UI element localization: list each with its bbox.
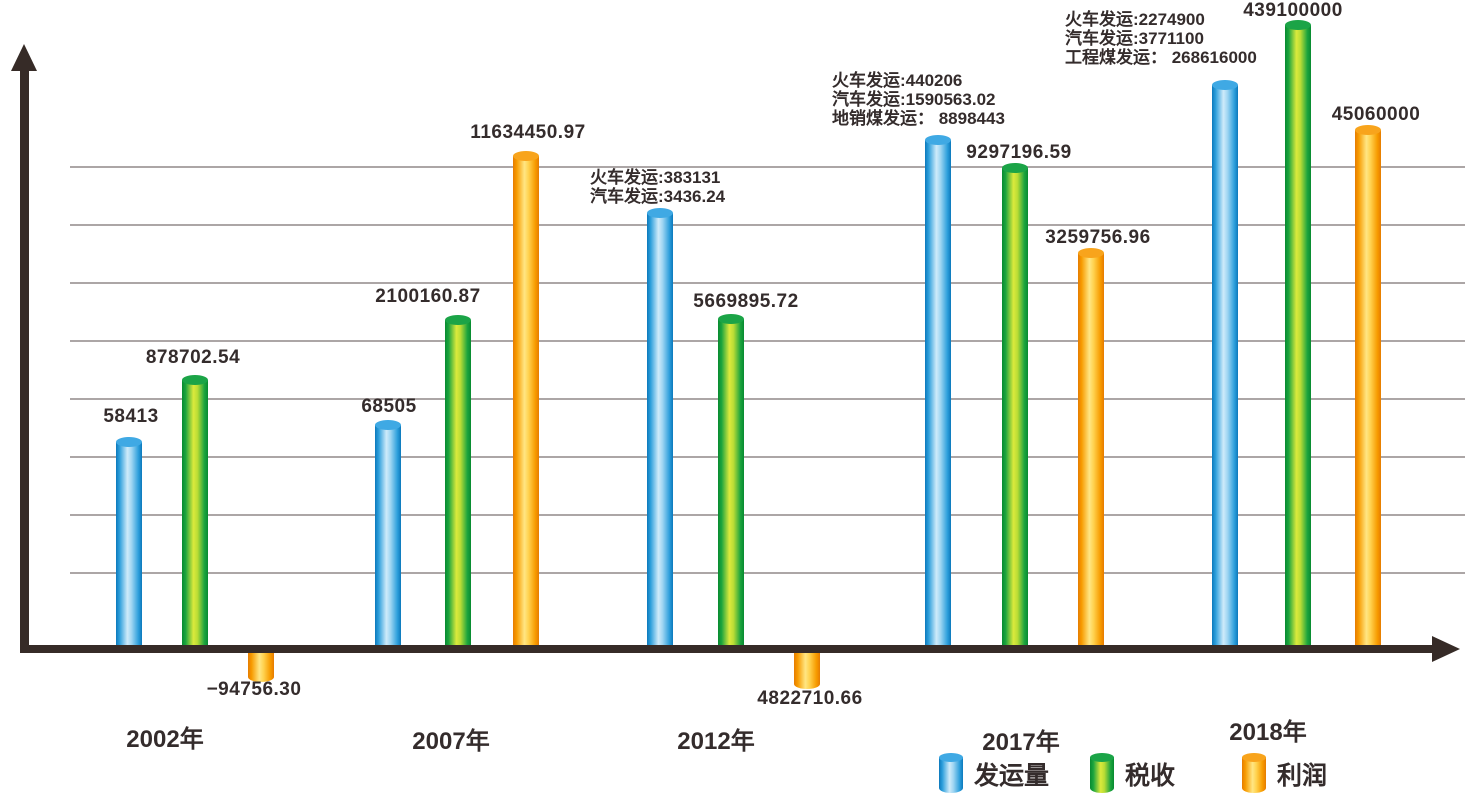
bar-shipment-2017-cap <box>925 135 951 145</box>
shipment-cylinder-icon <box>939 753 963 795</box>
annotation-2012-line-0: 火车发运:383131 <box>590 168 721 187</box>
legend-label-tax: 税收 <box>1125 762 1176 790</box>
bar-profit-2002-bottom-cap <box>248 672 274 682</box>
bar-profit-2017-value-label: 3259756.96 <box>1045 227 1151 248</box>
x-axis-category-2017: 2017年 <box>982 729 1060 756</box>
bar-shipment-2018-cap <box>1212 80 1238 90</box>
gridline-2 <box>70 282 1465 284</box>
annotation-2017-line-1: 汽车发运:1590563.02 <box>832 90 996 109</box>
bar-profit-2012-bottom-cap <box>794 679 820 689</box>
bar-profit-2018-value-label: 45060000 <box>1331 104 1421 125</box>
tax-cylinder-icon <box>1090 753 1114 795</box>
bar-profit-2018-cap <box>1355 125 1381 135</box>
annotation-2018-line-0: 火车发运:2274900 <box>1065 10 1205 29</box>
legend-item-tax: 税收 <box>1090 753 1175 795</box>
bar-profit-2007-cap <box>513 151 539 161</box>
x-axis-line <box>20 645 1434 653</box>
bar-tax-2017-value-label: 9297196.59 <box>966 142 1072 163</box>
x-axis-category-2002: 2002年 <box>126 726 204 753</box>
annotation-2018-line-2: 工程煤发运： 268616000 <box>1065 48 1257 67</box>
gridline-7 <box>70 572 1465 574</box>
bar-profit-2012-body <box>794 651 820 684</box>
bar-profit-2007-body <box>513 156 539 648</box>
bar-profit-2017-cap <box>1078 248 1104 258</box>
bar-shipment-2012-body <box>647 213 673 648</box>
gridline-1 <box>70 224 1465 226</box>
bar-tax-2007-cap <box>445 315 471 325</box>
profit-cylinder-icon <box>1242 753 1266 795</box>
bar-tax-2012-value-label: 5669895.72 <box>693 291 799 312</box>
gridline-3 <box>70 340 1465 342</box>
x-axis-category-2012: 2012年 <box>677 728 755 755</box>
bar-shipment-2007-body <box>375 425 401 648</box>
legend-item-profit: 利润 <box>1242 753 1327 795</box>
gridline-0 <box>70 166 1465 168</box>
bar-tax-2002-value-label: 878702.54 <box>145 347 241 368</box>
bar-tax-2007-body <box>445 320 471 648</box>
legend-label-profit: 利润 <box>1277 762 1328 790</box>
y-axis-arrow-icon <box>11 44 37 71</box>
annotation-2017-line-0: 火车发运:440206 <box>832 71 963 90</box>
annotation-2018-line-1: 汽车发运:3771100 <box>1065 29 1204 48</box>
x-axis-category-2018: 2018年 <box>1229 719 1307 746</box>
bar-shipment-2018-body <box>1212 85 1238 648</box>
bar-tax-2018-cap <box>1285 20 1311 30</box>
bar-shipment-2007-cap <box>375 420 401 430</box>
bar-tax-2002-cap <box>182 375 208 385</box>
bar-shipment-2002-body <box>116 442 142 648</box>
annotation-2012-line-1: 汽车发运:3436.24 <box>590 187 726 206</box>
bar-tax-2017-body <box>1002 168 1028 648</box>
bar-tax-2012-cap <box>718 314 744 324</box>
bar-profit-2017-body <box>1078 253 1104 648</box>
bar-shipment-2002-cap <box>116 437 142 447</box>
bar-profit-2002-value-label: −94756.30 <box>206 679 302 700</box>
bar-tax-2012-body <box>718 319 744 648</box>
bar-tax-2018-body <box>1285 25 1311 648</box>
bar-shipment-2017-body <box>925 140 951 648</box>
bar-tax-2017-cap <box>1002 163 1028 173</box>
x-axis-category-2007: 2007年 <box>412 728 490 755</box>
bar-tax-2018-value-label: 439100000 <box>1243 0 1343 21</box>
gridline-4 <box>70 398 1465 400</box>
bar-profit-2007-value-label: 11634450.97 <box>470 122 586 143</box>
legend-item-shipment: 发运量 <box>939 753 1049 795</box>
bar-shipment-2007-value-label: 68505 <box>361 396 417 417</box>
bar-profit-2018-body <box>1355 130 1381 648</box>
bar-shipment-2002-value-label: 58413 <box>103 406 159 427</box>
gridline-6 <box>70 514 1465 516</box>
bar-tax-2007-value-label: 2100160.87 <box>375 286 481 307</box>
gridline-5 <box>70 456 1465 458</box>
bar-profit-2012-value-label: 4822710.66 <box>757 688 863 709</box>
bar-shipment-2012-cap <box>647 208 673 218</box>
x-axis-arrow-icon <box>1432 636 1460 662</box>
bar-tax-2002-body <box>182 380 208 648</box>
annotation-2017-line-2: 地销煤发运： 8898443 <box>832 109 1005 128</box>
legend-label-shipment: 发运量 <box>974 762 1050 790</box>
y-axis-line <box>20 68 29 653</box>
